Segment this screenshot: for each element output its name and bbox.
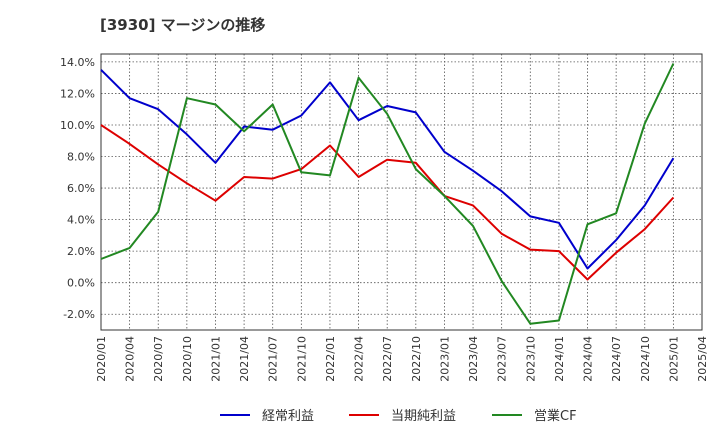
plot-border xyxy=(100,53,703,331)
x-tick-label: 2023/04 xyxy=(467,336,480,382)
x-tick-label: 2023/10 xyxy=(524,336,537,382)
x-tick-label: 2024/07 xyxy=(610,336,623,382)
x-tick-label: 2024/10 xyxy=(639,336,652,382)
x-tick-label: 2023/01 xyxy=(438,336,451,382)
legend: 経常利益 当期純利益 営業CF xyxy=(220,408,577,424)
legend-label-1: 経常利益 xyxy=(262,409,314,424)
y-tick-label: 12.0% xyxy=(60,87,95,100)
legend-label-2: 当期純利益 xyxy=(391,409,456,424)
x-tick-label: 2024/04 xyxy=(582,336,595,382)
y-tick-label: 10.0% xyxy=(60,119,95,132)
x-tick-label: 2021/01 xyxy=(209,336,222,382)
x-tick-label: 2021/04 xyxy=(238,336,251,382)
axis-layer: 14.0% 12.0% 10.0% 8.0% 6.0% 4.0% 2.0% 0.0% -2.0%… xyxy=(60,53,709,382)
grid-layer xyxy=(101,54,702,330)
x-tick-label: 2020/07 xyxy=(152,336,165,382)
y-tick-label: 0.0% xyxy=(67,277,95,290)
y-tick-label: 8.0% xyxy=(67,151,95,164)
x-tick-label: 2022/10 xyxy=(410,336,423,382)
legend-label-3: 営業CF xyxy=(534,408,577,424)
x-tick-label: 2020/01 xyxy=(95,336,108,382)
x-tick-label: 2023/07 xyxy=(496,336,509,382)
series-line-2 xyxy=(100,124,675,281)
y-tick-label: 4.0% xyxy=(67,214,95,227)
y-tick-label: -2.0% xyxy=(63,308,95,321)
x-tick-label: 2025/04 xyxy=(696,336,709,382)
series-layer xyxy=(100,63,675,325)
x-tick-label: 2022/07 xyxy=(381,336,394,382)
x-tick-label: 2021/10 xyxy=(295,336,308,382)
x-tick-label: 2025/01 xyxy=(667,336,680,382)
x-tick-label: 2024/01 xyxy=(553,336,566,382)
plot-area xyxy=(101,54,702,330)
y-tick-label: 14.0% xyxy=(60,56,95,69)
y-tick-label: 6.0% xyxy=(67,182,95,195)
y-tick-label: 2.0% xyxy=(67,245,95,258)
x-tick-label: 2022/01 xyxy=(324,336,337,382)
chart-title: [3930] マージンの推移 xyxy=(100,16,266,34)
series-line-3 xyxy=(100,63,675,325)
x-tick-label: 2020/10 xyxy=(181,336,194,382)
x-tick-label: 2020/04 xyxy=(124,336,137,382)
x-tick-label: 2022/04 xyxy=(353,336,366,382)
x-tick-label: 2021/07 xyxy=(267,336,280,382)
